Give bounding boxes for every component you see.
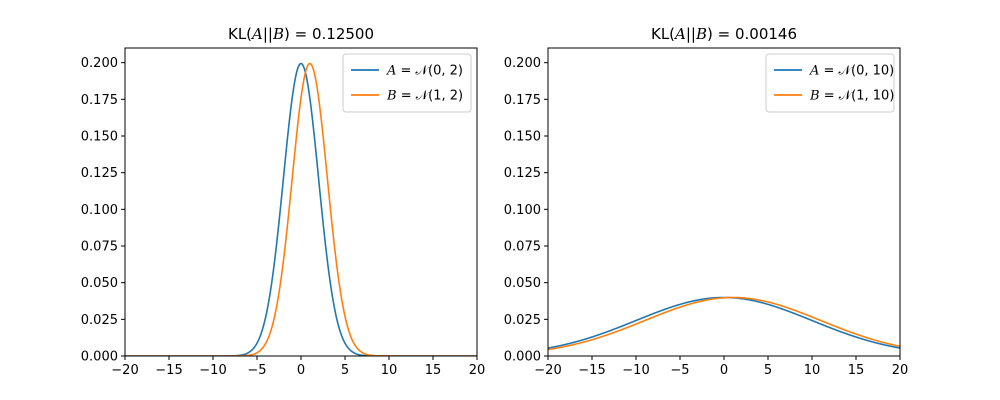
x-tick-label: −15 xyxy=(578,363,605,378)
chart-panel-right: −20 −15 −10 −5 0 5 10 15 20 0.000 0.025 0.050 0.075 0… xyxy=(504,25,908,378)
x-tick-label: 10 xyxy=(804,363,821,378)
series-lines xyxy=(125,62,477,356)
x-tick-label: −10 xyxy=(622,363,649,378)
legend-box xyxy=(342,53,472,113)
x-tick-label: 5 xyxy=(764,363,772,378)
chart-title-right: KL(A||B) = 0.00146 xyxy=(651,25,797,43)
y-tick-label: 0.025 xyxy=(81,313,118,328)
legend-label-a: A = 𝒩(0, 2) xyxy=(386,64,463,79)
x-tick-label: −20 xyxy=(111,363,138,378)
y-tick-label: 0.175 xyxy=(504,93,541,108)
legend: A = 𝒩(0, 2) B = 𝒩(1, 2) xyxy=(342,53,472,113)
y-tick-label: 0.000 xyxy=(504,350,541,365)
series-line-a xyxy=(548,296,900,349)
x-tick-label: −20 xyxy=(534,363,561,378)
legend-box xyxy=(765,53,895,113)
chart-title-left: KL(A||B) = 0.12500 xyxy=(228,25,374,43)
legend-label-a: A = 𝒩(0, 10) xyxy=(809,64,894,79)
y-tick-label: 0.050 xyxy=(504,276,541,291)
x-tick-label: −5 xyxy=(247,363,266,378)
legend: A = 𝒩(0, 10) B = 𝒩(1, 10) xyxy=(765,53,895,113)
x-tick-label: 5 xyxy=(341,363,349,378)
y-tick-label: 0.050 xyxy=(81,276,118,291)
y-tick-label: 0.075 xyxy=(81,240,118,255)
x-tick-label: 15 xyxy=(848,363,865,378)
y-tick-label: 0.125 xyxy=(504,166,541,181)
x-tick-label: 20 xyxy=(469,363,486,378)
y-tick-label: 0.075 xyxy=(504,240,541,255)
legend-label-b: B = 𝒩(1, 10) xyxy=(809,89,894,104)
y-tick-label: 0.150 xyxy=(81,130,118,145)
series-line-b xyxy=(125,62,477,356)
series-line-b xyxy=(548,296,900,351)
y-tick-label: 0.150 xyxy=(504,130,541,145)
y-tick-label: 0.125 xyxy=(81,166,118,181)
x-tick-label: −10 xyxy=(199,363,226,378)
y-tick-label: 0.025 xyxy=(504,313,541,328)
x-tick-label: 10 xyxy=(381,363,398,378)
y-tick-label: 0.100 xyxy=(504,203,541,218)
y-tick-label: 0.200 xyxy=(81,56,118,71)
series-line-a xyxy=(125,62,477,356)
legend-label-b: B = 𝒩(1, 2) xyxy=(386,89,463,104)
x-tick-label: 15 xyxy=(425,363,442,378)
x-tick-label: −5 xyxy=(670,363,689,378)
y-tick-label: 0.200 xyxy=(504,56,541,71)
y-tick-label: 0.175 xyxy=(81,93,118,108)
x-tick-label: −15 xyxy=(155,363,182,378)
chart-panel-left: −20 −15 −10 −5 0 5 10 15 20 0.000 0.025 0.050 0.075 0… xyxy=(81,25,485,378)
x-tick-label: 20 xyxy=(892,363,909,378)
x-tick-label: 0 xyxy=(720,363,728,378)
y-tick-label: 0.000 xyxy=(81,350,118,365)
series-lines xyxy=(548,296,900,351)
x-tick-label: 0 xyxy=(297,363,305,378)
y-tick-label: 0.100 xyxy=(81,203,118,218)
